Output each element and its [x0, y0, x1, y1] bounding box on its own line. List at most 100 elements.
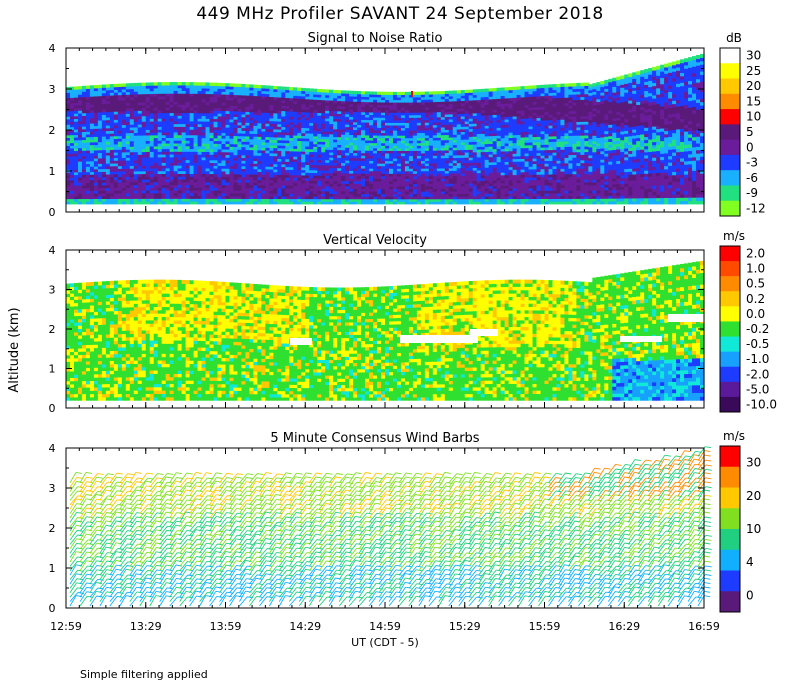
vv-data-gap — [668, 314, 704, 322]
y-tick-label: 4 — [49, 442, 56, 455]
colorbar-label: -10.0 — [746, 397, 777, 411]
y-tick-label: 2 — [49, 522, 56, 535]
colorbar-swatch — [720, 170, 740, 186]
time-tick-label: 13:29 — [130, 620, 162, 633]
time-tick-label: 16:59 — [688, 620, 720, 633]
colorbar-swatch — [720, 124, 740, 141]
time-tick-label: 12:59 — [50, 620, 82, 633]
colorbar-swatch — [720, 446, 740, 468]
colorbar-swatch — [720, 139, 740, 156]
colorbar-frame — [719, 245, 741, 413]
y-tick-label: 3 — [49, 284, 56, 297]
colorbar-label: -2.0 — [746, 367, 769, 381]
panel-data — [69, 446, 712, 607]
colorbar-label: 20 — [746, 79, 761, 93]
colorbar-swatch — [720, 549, 740, 571]
colorbar-label: 4 — [746, 555, 754, 569]
y-tick-label: 1 — [49, 165, 56, 178]
colorbar-label: 0.2 — [746, 292, 765, 306]
colorbar-label: -0.5 — [746, 337, 769, 351]
colorbar-swatch — [720, 63, 740, 80]
colorbar-swatch — [720, 351, 740, 368]
colorbar-label: 15 — [746, 94, 761, 108]
colorbar-swatch — [720, 336, 740, 353]
vv-data-gap — [290, 338, 312, 345]
colorbar-unit: dB — [726, 31, 742, 45]
panel-3: 0 1 2 3 4 5 Minute Consensus Wind Barbs 30 20 10… — [49, 429, 762, 615]
colorbar-swatch — [720, 321, 740, 338]
panel-data — [66, 260, 705, 401]
panel-title: Signal to Noise Ratio — [308, 31, 443, 46]
vv-data-gap — [470, 329, 498, 336]
colorbar-label: 0 — [746, 140, 754, 154]
colorbar-swatch — [720, 508, 740, 530]
y-tick-label: 1 — [49, 562, 56, 575]
panel-title: Vertical Velocity — [323, 233, 427, 248]
filter-note: Simple filtering applied — [80, 668, 208, 681]
colorbar-label: 25 — [746, 64, 761, 78]
colorbar-label: 0 — [746, 588, 754, 602]
y-tick-label: 0 — [49, 206, 56, 219]
colorbar-swatch — [720, 261, 740, 277]
y-tick-label: 2 — [49, 323, 56, 336]
colorbar-swatch — [720, 291, 740, 307]
snr-hot-pixel — [411, 91, 413, 97]
colorbar-swatch — [720, 591, 740, 613]
y-axis-label: Altitude (km) — [7, 307, 22, 392]
time-tick-label: 15:29 — [449, 620, 481, 633]
colorbar-label: 10 — [746, 110, 761, 124]
colorbar-label: 30 — [746, 49, 761, 63]
colorbar-swatch — [720, 381, 740, 398]
figure-title: 449 MHz Profiler SAVANT 24 September 201… — [196, 4, 604, 24]
colorbar-label: -6 — [746, 171, 758, 185]
y-tick-label: 3 — [49, 83, 56, 96]
y-tick-label: 1 — [49, 363, 56, 376]
panel-title: 5 Minute Consensus Wind Barbs — [270, 431, 479, 446]
colorbar-swatch — [720, 306, 740, 322]
colorbar-label: -9 — [746, 186, 758, 200]
colorbar-label: 2.0 — [746, 247, 765, 261]
time-tick-label: 16:29 — [608, 620, 640, 633]
colorbar-label: 10 — [746, 522, 761, 536]
colorbar-label: 0.5 — [746, 277, 765, 291]
y-tick-label: 4 — [49, 244, 56, 257]
colorbar-swatch — [720, 570, 740, 592]
y-tick-label: 4 — [49, 42, 56, 55]
time-tick-label: 14:59 — [369, 620, 401, 633]
time-tick-label: 15:59 — [529, 620, 561, 633]
colorbar-swatch — [720, 366, 740, 383]
colorbar-swatch — [720, 109, 740, 125]
time-axis: 12:59 13:29 13:59 14:29 14:59 15:29 15:59 16:29… — [50, 620, 720, 649]
colorbar-label: 5 — [746, 125, 754, 139]
colorbar-swatch — [720, 529, 740, 551]
x-axis-label: UT (CDT - 5) — [351, 636, 419, 649]
colorbar-swatch — [720, 466, 740, 488]
colorbar-label: 1.0 — [746, 262, 765, 276]
time-tick-label: 13:59 — [210, 620, 242, 633]
colorbar-swatch — [720, 78, 740, 95]
panel-data — [66, 53, 705, 205]
y-tick-label: 2 — [49, 124, 56, 137]
panel-2: 0 1 2 3 4 Vertical Velocity 2.01.00.50.20.0 -0.… — [49, 229, 778, 415]
colorbar-label: -3 — [746, 156, 758, 170]
colorbar-unit: m/s — [723, 429, 745, 443]
colorbar-label: -5.0 — [746, 382, 769, 396]
vv-data-gap — [620, 336, 662, 342]
colorbar-swatch — [720, 154, 740, 171]
colorbar-swatch — [720, 48, 740, 64]
colorbar-frame — [719, 445, 741, 613]
colorbar-swatch — [720, 93, 740, 110]
colorbar-label: 0.0 — [746, 307, 765, 321]
colorbar-label: 30 — [746, 456, 761, 470]
colorbar-swatch — [720, 396, 740, 413]
y-tick-label: 0 — [49, 602, 56, 615]
colorbar-label: -12 — [746, 201, 766, 215]
colorbar-swatch — [720, 200, 740, 217]
y-tick-label: 3 — [49, 482, 56, 495]
colorbar-label: -1.0 — [746, 352, 769, 366]
colorbar-swatch — [720, 276, 740, 292]
y-tick-label: 0 — [49, 402, 56, 415]
